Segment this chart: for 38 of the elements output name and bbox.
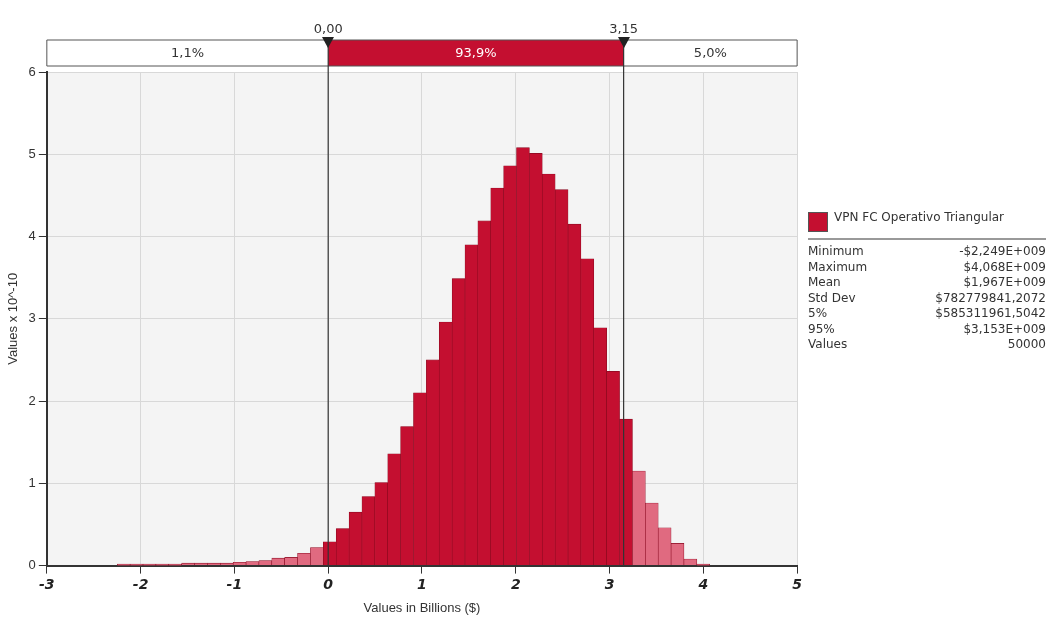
x-tick-label: 3 — [604, 575, 615, 592]
text: -$2,249E+009 — [959, 244, 1046, 260]
y-axis-title: Values x 10^-10 — [5, 272, 21, 365]
x-tick-label: -3 — [39, 575, 55, 592]
x-tick-label: 2 — [510, 575, 521, 592]
text: Maximum — [808, 259, 868, 275]
x-tick-label: -1 — [226, 575, 243, 592]
text: 95% — [808, 321, 835, 337]
ref-line-label: 3,15 — [609, 20, 639, 36]
y-tick-label: 1 — [28, 474, 36, 490]
text: 5,0% — [693, 45, 727, 61]
text: Std Dev — [808, 290, 856, 306]
y-tick-label: 6 — [28, 63, 36, 79]
text: 50000 — [1007, 337, 1046, 353]
x-tick-label: 0 — [323, 575, 334, 592]
y-tick-label: 5 — [28, 145, 36, 161]
text: 93,9% — [455, 45, 497, 61]
x-tick-label: 4 — [697, 575, 709, 592]
text: Minimum — [808, 244, 864, 260]
y-tick-label: 2 — [28, 392, 36, 408]
y-tick-label: 0 — [28, 557, 36, 573]
y-tick-label: 4 — [28, 228, 36, 244]
text: 1,1% — [171, 45, 205, 61]
legend-label: VPN FC Operativo Triangular — [834, 210, 1004, 224]
text: $585311961,5042 — [935, 306, 1046, 322]
ref-line-label: 0,00 — [313, 20, 343, 36]
text: Values — [808, 337, 848, 353]
y-tick-label: 3 — [28, 310, 36, 326]
text: 5% — [808, 306, 828, 322]
text: $782779841,2072 — [935, 290, 1046, 306]
x-axis-title: Values in Billions ($) — [363, 599, 481, 615]
text: $3,153E+009 — [963, 321, 1046, 337]
x-tick-label: 5 — [792, 575, 803, 592]
text: Mean — [808, 275, 841, 291]
x-tick-label: -2 — [132, 575, 149, 592]
text: $1,967E+009 — [963, 275, 1046, 291]
x-tick-label: 1 — [417, 575, 427, 592]
text: $4,068E+009 — [963, 259, 1046, 275]
